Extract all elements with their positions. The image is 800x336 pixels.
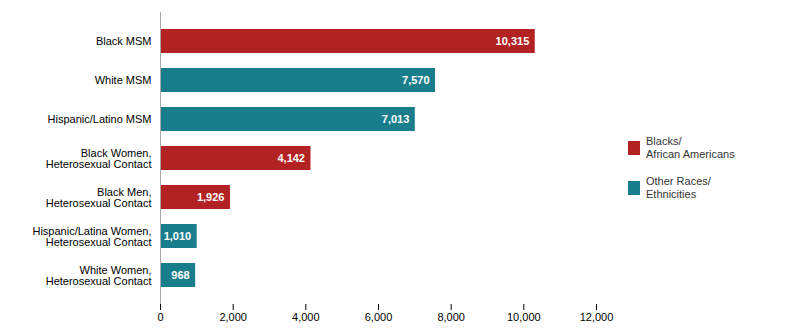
svg-text:4,142: 4,142 <box>277 152 305 164</box>
svg-text:7,570: 7,570 <box>402 74 430 86</box>
svg-text:12,000: 12,000 <box>580 311 614 323</box>
svg-text:Hispanic/Latino MSM: Hispanic/Latino MSM <box>48 113 152 125</box>
svg-text:10,000: 10,000 <box>507 311 541 323</box>
svg-text:968: 968 <box>171 269 189 281</box>
svg-text:8,000: 8,000 <box>437 311 465 323</box>
svg-text:2,000: 2,000 <box>219 311 247 323</box>
html-text:Other Races/ Ethnicities: Other Races/ Ethnicities <box>646 175 711 201</box>
svg-text:Black Women,Heterosexual Conta: Black Women,Heterosexual Contact <box>46 147 152 170</box>
html-text:Blacks/ African Americans: Blacks/ African Americans <box>646 134 735 160</box>
svg-text:7,013: 7,013 <box>382 113 410 125</box>
svg-text:White Women,Heterosexual Conta: White Women,Heterosexual Contact <box>46 264 152 287</box>
svg-text:Black Men,Heterosexual Contact: Black Men,Heterosexual Contact <box>46 186 152 209</box>
svg-text:10,315: 10,315 <box>496 35 530 47</box>
svg-text:White MSM: White MSM <box>95 74 152 86</box>
svg-text:1,926: 1,926 <box>197 191 225 203</box>
svg-text:0: 0 <box>157 311 163 323</box>
svg-text:Black MSM: Black MSM <box>96 35 152 47</box>
svg-text:1,010: 1,010 <box>164 230 192 242</box>
svg-text:4,000: 4,000 <box>292 311 320 323</box>
svg-text:Hispanic/Latina Women,Heterose: Hispanic/Latina Women,Heterosexual Conta… <box>32 225 151 248</box>
svg-text:6,000: 6,000 <box>365 311 393 323</box>
